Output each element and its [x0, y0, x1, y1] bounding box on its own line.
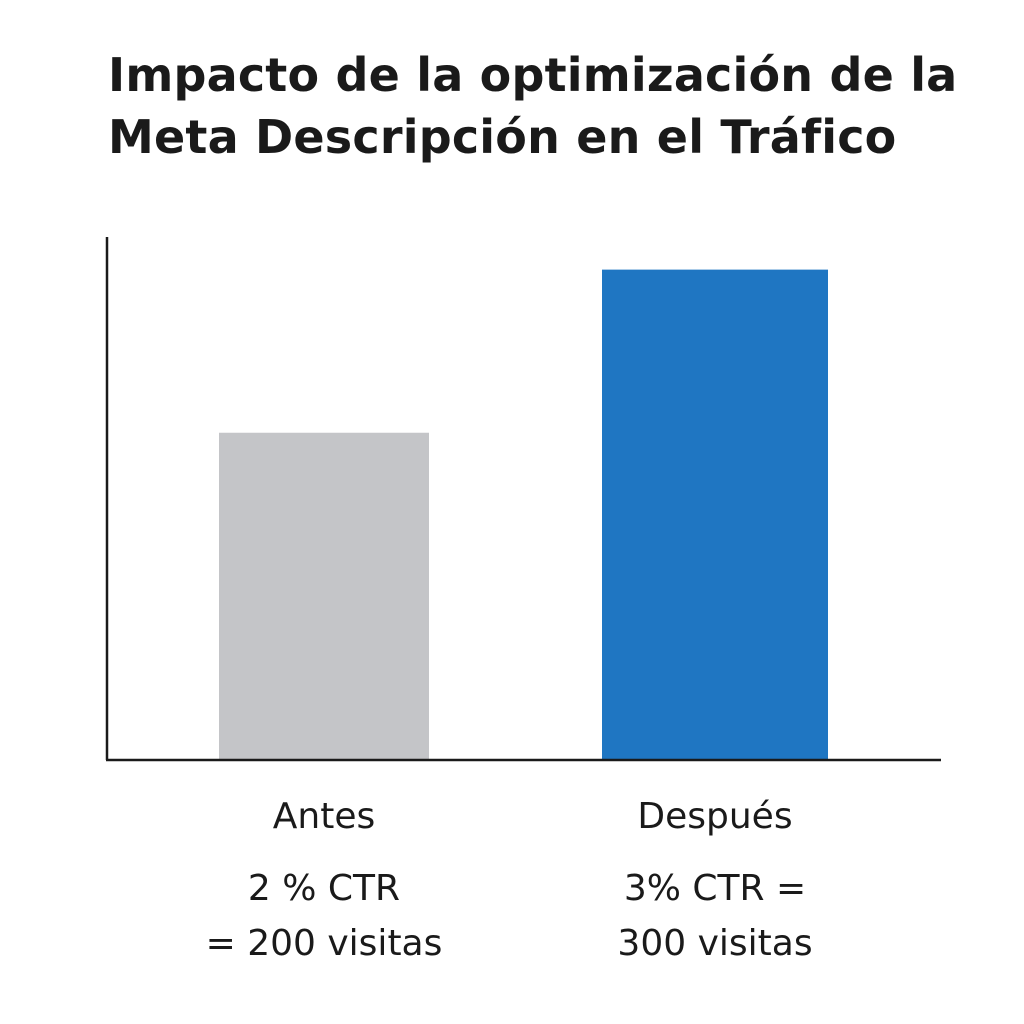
data-label-despues-line-1: 3% CTR =: [624, 868, 806, 909]
chart-title: Impacto de la optimización de la Meta De…: [108, 44, 988, 168]
bar-despues: [602, 269, 828, 759]
category-label-antes: Antes: [273, 796, 375, 837]
chart-title-line-1: Impacto de la optimización de la: [108, 48, 958, 102]
bars-layer: [219, 269, 828, 759]
labels-layer: Antes 2 % CTR = 200 visitas Después 3% CTR =…: [206, 796, 813, 964]
data-label-despues-line-2: 300 visitas: [617, 923, 812, 964]
data-label-antes-line-2: = 200 visitas: [206, 923, 443, 964]
bar-antes: [219, 432, 429, 759]
category-label-despues: Después: [637, 796, 792, 837]
chart-title-line-2: Meta Descripción en el Tráfico: [108, 110, 897, 164]
data-label-antes-line-1: 2 % CTR: [248, 868, 400, 909]
